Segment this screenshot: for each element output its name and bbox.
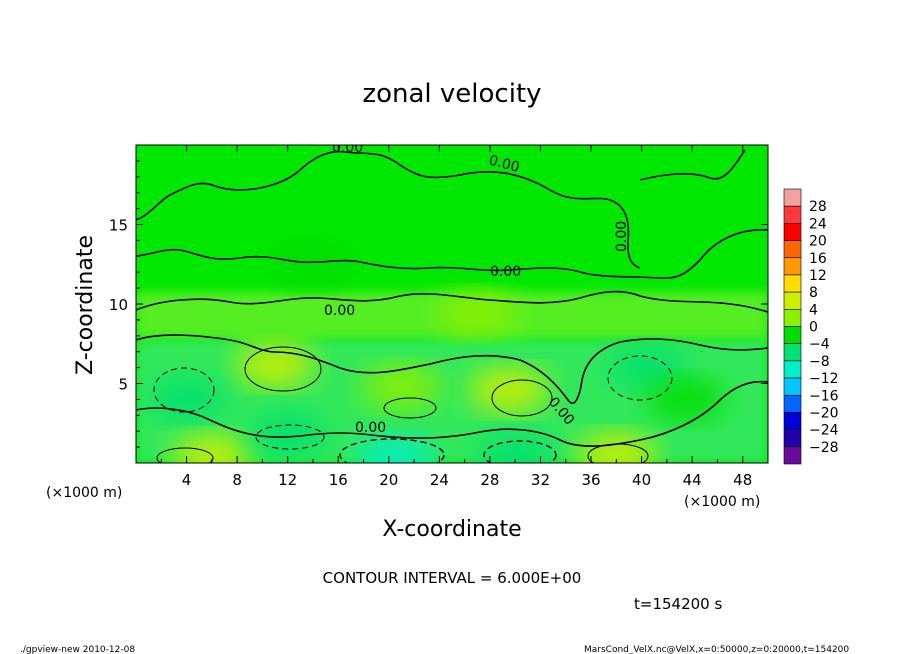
shading-feature bbox=[272, 242, 353, 287]
shading-feature bbox=[607, 345, 688, 390]
colorbar-segment bbox=[783, 274, 802, 293]
shading-feature bbox=[171, 434, 252, 463]
contour-label: 0.00 bbox=[324, 303, 355, 319]
contour-label: 0.00 bbox=[490, 264, 521, 280]
contour-neg-bottom-center bbox=[339, 438, 445, 463]
contour-pos-bottom-right bbox=[587, 443, 649, 463]
colorbar-label: 4 bbox=[809, 302, 818, 318]
colorbar-label: 28 bbox=[809, 199, 827, 215]
shading-feature bbox=[247, 412, 328, 457]
shading-feature bbox=[361, 364, 442, 409]
footer-left: ./gpview-new 2010-12-08 bbox=[20, 645, 135, 654]
colorbar-segment bbox=[783, 257, 802, 276]
colorbar-segment bbox=[783, 429, 802, 448]
colorbar-segment bbox=[783, 343, 802, 362]
shading-feature bbox=[437, 291, 518, 336]
chart-title: zonal velocity bbox=[362, 79, 541, 109]
colorbar-label: 0 bbox=[809, 320, 818, 336]
colorbar-segment bbox=[783, 412, 802, 430]
colorbar-segment bbox=[783, 205, 802, 224]
colorbar-label: 24 bbox=[809, 216, 827, 232]
x-unit-label-right: (×1000 m) bbox=[684, 494, 760, 510]
contour-interval-text: CONTOUR INTERVAL = 6.000E+00 bbox=[323, 569, 582, 587]
time-label: t=154200 s bbox=[634, 595, 722, 613]
contour-pos-right bbox=[491, 379, 553, 417]
contour-neg-bottom-left bbox=[255, 424, 325, 450]
contour-label: 0.00 bbox=[700, 351, 703, 353]
x-tick-label: 8 bbox=[232, 471, 242, 489]
colorbar-segment bbox=[783, 326, 802, 344]
colorbar-label: −16 bbox=[809, 388, 839, 404]
contour-pos-center-left bbox=[244, 346, 322, 392]
x-tick-label: 20 bbox=[379, 471, 398, 489]
y-axis-label: Z-coordinate bbox=[73, 235, 98, 375]
x-tick-label: 28 bbox=[480, 471, 499, 489]
colorbar-label: −28 bbox=[809, 440, 839, 456]
contour-zero-lower bbox=[136, 334, 768, 405]
plot-area: 0.00 0.00 0.00 0.00 0.00 0.00 0.00 0.00 bbox=[136, 140, 768, 463]
contour-zero-bottom bbox=[136, 380, 768, 447]
x-tick-label: 32 bbox=[531, 471, 550, 489]
y-tick-label: 15 bbox=[109, 217, 128, 235]
colorbar-label: −4 bbox=[809, 337, 830, 353]
contour-neg-right bbox=[607, 355, 673, 401]
contour-zero-12km bbox=[136, 229, 768, 280]
contour-pos-center bbox=[383, 397, 437, 419]
x-tick-label: 40 bbox=[632, 471, 651, 489]
y-tick-label: 10 bbox=[109, 296, 128, 314]
colorbar-label: 16 bbox=[809, 251, 827, 267]
colorbar-label: −20 bbox=[809, 405, 839, 421]
colorbar-segment bbox=[783, 223, 802, 241]
contour-zero-upper bbox=[136, 150, 641, 269]
shading-feature bbox=[475, 433, 556, 463]
x-tick-label: 36 bbox=[581, 471, 600, 489]
contour-label: 0.00 bbox=[355, 420, 386, 436]
contour-pos-bottom-left bbox=[156, 447, 214, 463]
colorbar-label: −12 bbox=[809, 371, 839, 387]
colorbar-segment bbox=[783, 360, 802, 379]
velocity-shading bbox=[146, 242, 726, 463]
colorbar-label: 12 bbox=[809, 268, 827, 284]
colorbar-label: 8 bbox=[809, 285, 818, 301]
colorbar-segment bbox=[783, 394, 802, 413]
colorbar-segment bbox=[783, 377, 802, 396]
contour-neg-left bbox=[153, 367, 215, 413]
shading-feature bbox=[235, 342, 316, 387]
x-tick-label: 12 bbox=[278, 471, 297, 489]
contour-label: 0.00 bbox=[614, 221, 630, 252]
y-tick-label: 5 bbox=[118, 376, 128, 394]
x-axis-ticks: 4 8 12 16 20 24 28 32 36 40 44 48 bbox=[160, 145, 752, 489]
contour-label: 0.00 bbox=[332, 140, 363, 156]
shading-feature bbox=[468, 367, 549, 412]
x-tick-label: 16 bbox=[329, 471, 348, 489]
x-tick-label: 4 bbox=[182, 471, 192, 489]
colorbar-label: −24 bbox=[809, 423, 839, 439]
shading-feature bbox=[355, 436, 436, 463]
shading-feature bbox=[645, 377, 726, 422]
x-tick-label: 44 bbox=[683, 471, 702, 489]
contour-labels: 0.00 0.00 0.00 0.00 0.00 0.00 0.00 0.00 bbox=[324, 140, 703, 436]
colorbar-segment bbox=[783, 291, 802, 310]
colorbar-segment bbox=[783, 446, 802, 465]
contour-lines bbox=[136, 149, 768, 463]
x-axis-label: X-coordinate bbox=[382, 517, 521, 542]
contour-label: 0.00 bbox=[487, 152, 521, 176]
colorbar-segment bbox=[783, 240, 802, 259]
y-axis-ticks: 5 10 15 bbox=[109, 160, 768, 448]
x-unit-label-left: (×1000 m) bbox=[46, 485, 122, 501]
x-tick-label: 24 bbox=[430, 471, 449, 489]
colorbar-label: −8 bbox=[809, 354, 830, 370]
x-tick-label: 48 bbox=[733, 471, 752, 489]
footer-right: MarsCond_VelX.nc@VelX,x=0:50000,z=0:2000… bbox=[584, 645, 849, 654]
colorbar-segment bbox=[783, 188, 802, 207]
contour-neg-bottom-right bbox=[483, 440, 557, 463]
colorbar-label: 20 bbox=[809, 234, 827, 250]
shading-feature bbox=[146, 377, 227, 422]
contour-zero-10km bbox=[136, 290, 768, 313]
contour-zero-top-right bbox=[639, 149, 746, 181]
colorbar-segment bbox=[783, 309, 802, 327]
